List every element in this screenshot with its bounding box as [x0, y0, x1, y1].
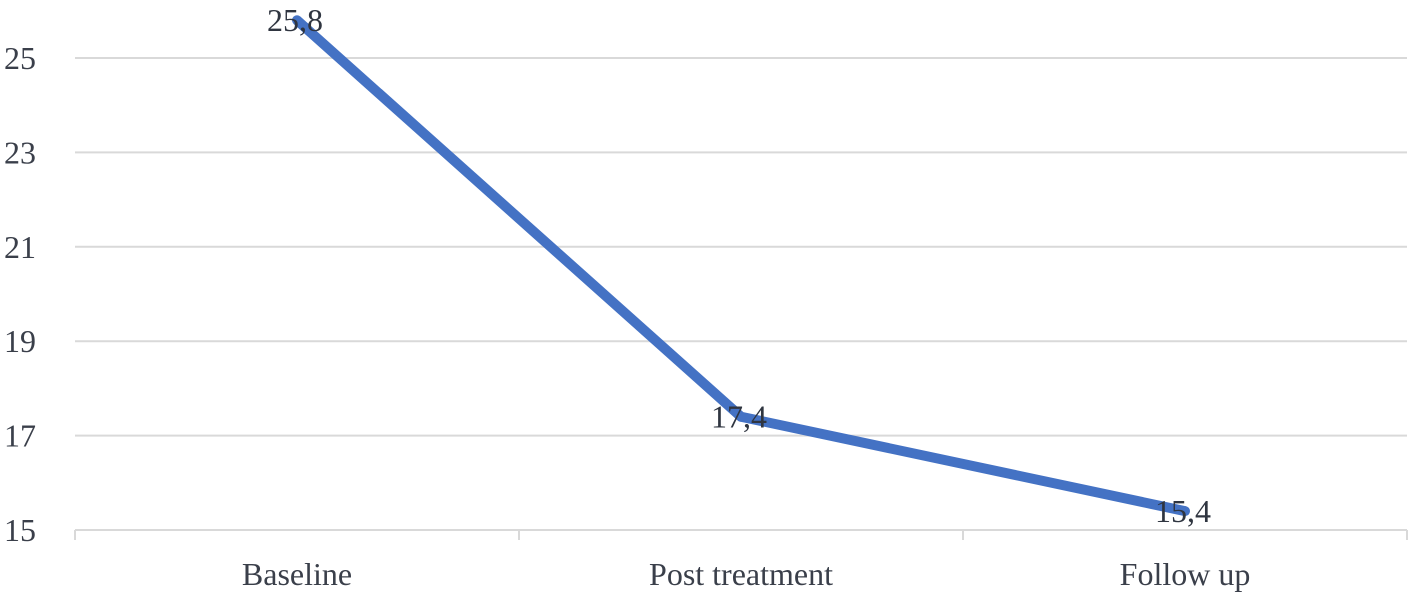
series-layer: [292, 15, 1190, 517]
data-label: 15,4: [1155, 493, 1211, 529]
gridlines: [75, 57, 1407, 437]
y-tick-label-21: 21: [4, 229, 36, 265]
data-point: [736, 411, 746, 422]
y-tick-label-15: 15: [4, 512, 36, 548]
data-label: 17,4: [711, 399, 767, 435]
x-tick-label: Baseline: [242, 556, 352, 592]
data-label: 25,8: [267, 2, 323, 38]
data-point: [292, 15, 302, 26]
y-tick-label-23: 23: [4, 134, 36, 170]
data-point: [1180, 506, 1190, 517]
series-line: [293, 16, 1187, 517]
x-tick-label: Follow up: [1120, 556, 1251, 592]
y-tick-label-19: 19: [4, 323, 36, 359]
data-labels: 25,8 17,4 15,4: [267, 2, 1211, 529]
x-axis: [74, 529, 1408, 540]
y-axis-tick-labels: 15 17 19 21 23 25: [4, 40, 36, 548]
x-axis-tick-labels: Baseline Post treatment Follow up: [242, 556, 1250, 592]
x-tick-label: Post treatment: [649, 556, 833, 592]
y-tick-label-25: 25: [4, 40, 36, 76]
y-tick-label-17: 17: [4, 418, 36, 454]
